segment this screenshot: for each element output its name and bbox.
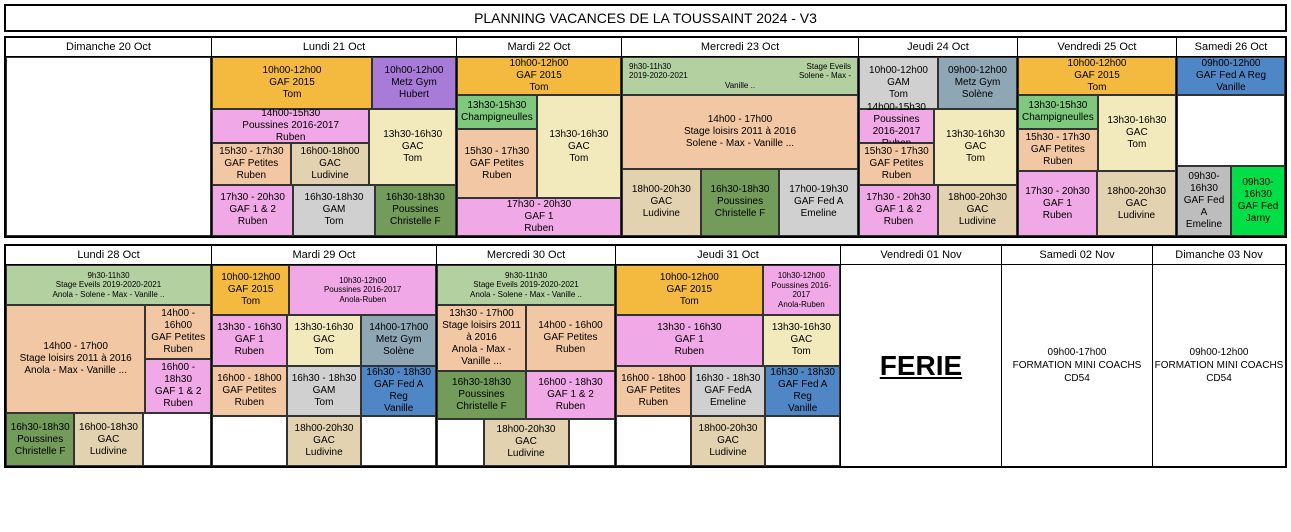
day-header: Jeudi 24 Oct <box>859 38 1017 57</box>
slot: 10h00-12h00GAF 2015Tom <box>1018 57 1176 95</box>
empty-cell <box>6 57 211 236</box>
slot: 17h00-19h30GAF Fed AEmeline <box>779 169 858 237</box>
slot: 16h00 - 18h00GAF PetitesRuben <box>616 366 691 416</box>
slot: 17h30 - 20h30GAF 1Ruben <box>1018 171 1097 236</box>
day-header: Mardi 22 Oct <box>457 38 621 57</box>
slot: 14h00-17h00Metz GymSolène <box>361 315 436 365</box>
empty-cell <box>437 419 484 467</box>
slot: 18h00-20h30GACLudivine <box>938 185 1017 237</box>
slot: 14h00 - 16h00GAF PetitesRuben <box>526 305 615 371</box>
day-header: Dimanche 20 Oct <box>6 38 211 57</box>
slot: 18h00-20h30GACLudivine <box>691 416 766 466</box>
formation-text: 09h00-17h00FORMATION MINI COACHSCD54 <box>1002 265 1152 466</box>
slot: 15h30 - 17h30GAF PetitesRuben <box>212 143 291 185</box>
day-header: Samedi 02 Nov <box>1002 246 1152 265</box>
slot: 18h00-20h30GACLudivine <box>622 169 701 237</box>
slot: 10h00-12h00Metz GymHubert <box>372 57 456 109</box>
slot: 13h30-16h30GACTom <box>369 109 456 185</box>
slot: 16h30-18h30PoussinesChristelle F <box>437 371 526 419</box>
slot: 15h30 - 17h30GAF PetitesRuben <box>859 143 934 185</box>
slot: 13h30-16h30GACTom <box>287 315 362 365</box>
day-header: Dimanche 03 Nov <box>1153 246 1285 265</box>
slot: 14h00-15h30Poussines 2016-2017Ruben <box>859 109 934 143</box>
slot: 09h00-12h00Metz GymSolène <box>938 57 1017 109</box>
slot: 13h30-15h30Champigneulles <box>1018 95 1098 129</box>
slot: 16h00 - 18h00GAF PetitesRuben <box>212 366 287 416</box>
slot: 09h30-16h30GAF FedJarny <box>1231 166 1285 237</box>
slot: 18h00-20h30GACLudivine <box>484 419 569 467</box>
slot: 13h30 - 16h30GAF 1Ruben <box>212 315 287 365</box>
slot: 9h30-11h30Stage Eveils2019-2020-2021Sole… <box>622 57 858 95</box>
empty-cell <box>143 413 211 466</box>
slot: 14h00 - 17h00Stage loisirs 2011 à 2016So… <box>622 95 858 169</box>
slot: 10h00-12h00GAF 2015Tom <box>616 265 763 315</box>
slot: 13h30-16h30GACTom <box>1098 95 1176 171</box>
day-header: Mercredi 23 Oct <box>622 38 858 57</box>
slot: 16h00-18h00GACLudivine <box>291 143 370 185</box>
slot: 10h00-12h00GAF 2015Tom <box>457 57 621 95</box>
page-title: PLANNING VACANCES DE LA TOUSSAINT 2024 -… <box>4 4 1287 32</box>
slot: 17h30 - 20h30GAF 1 & 2Ruben <box>212 185 293 237</box>
day-header: Lundi 21 Oct <box>212 38 456 57</box>
slot: 16h30 - 18h30GAF Fed A RegVanille <box>765 366 840 416</box>
slot: 16h30-18h30PoussinesChristelle F <box>6 413 74 466</box>
slot: 10h00-12h00GAF 2015Tom <box>212 57 372 109</box>
slot: 14h00-15h30Poussines 2016-2017Ruben <box>212 109 369 143</box>
slot: 18h00-20h30GACLudivine <box>1097 171 1176 236</box>
day-header: Mardi 29 Oct <box>212 246 436 265</box>
slot: 13h30-16h30GACTom <box>763 315 840 365</box>
slot: 10h30-12h00Poussines 2016-2017Anola-Rube… <box>289 265 436 315</box>
slot: 13h30-15h30Champigneulles <box>457 95 537 129</box>
slot: 16h30-18h30GAMTom <box>293 185 374 237</box>
empty-cell <box>765 416 840 466</box>
slot: 13h30 - 16h30GAF 1Ruben <box>616 315 763 365</box>
slot: 9h30-11h30Stage Eveils 2019-2020-2021Ano… <box>437 265 615 305</box>
day-header: Samedi 26 Oct <box>1177 38 1285 57</box>
slot: 9h30-11h30Stage Eveils 2019-2020-2021Ano… <box>6 265 211 305</box>
ferie-label: FERIE <box>841 265 1001 466</box>
slot: 16h30 - 18h30GAF FedAEmeline <box>691 366 766 416</box>
slot: 16h30-18h30PoussinesChristelle F <box>375 185 456 237</box>
slot: 17h30 - 20h30GAF 1 & 2Ruben <box>859 185 938 237</box>
day-header: Lundi 28 Oct <box>6 246 211 265</box>
day-header: Vendredi 25 Oct <box>1018 38 1176 57</box>
day-header: Vendredi 01 Nov <box>841 246 1001 265</box>
slot: 09h30-16h30GAF Fed AEmeline <box>1177 166 1231 237</box>
empty-cell <box>569 419 616 467</box>
slot: 13h30 - 17h00Stage loisirs 2011 à 2016An… <box>437 305 526 371</box>
empty-cell <box>616 416 691 466</box>
formation-text: 09h00-12h00FORMATION MINI COACHSCD54 <box>1153 265 1285 466</box>
slot: 10h00-12h00GAF 2015Tom <box>212 265 289 315</box>
slot: 16h00 - 18h30GAF 1 & 2Ruben <box>145 359 211 413</box>
empty-cell <box>212 416 287 466</box>
empty-cell <box>361 416 436 466</box>
slot: 17h30 - 20h30GAF 1Ruben <box>457 198 621 236</box>
slot: 13h30-16h30GACTom <box>934 109 1017 185</box>
day-header: Mercredi 30 Oct <box>437 246 615 265</box>
slot: 15h30 - 17h30GAF PetitesRuben <box>1018 129 1098 171</box>
slot: 16h30 - 18h30GAF Fed A RegVanille <box>361 366 436 416</box>
slot: 18h00-20h30GACLudivine <box>287 416 362 466</box>
slot: 16h00-18h30GACLudivine <box>74 413 142 466</box>
slot: 10h30-12h00Poussines 2016-2017Anola-Rube… <box>763 265 840 315</box>
week2-grid: Lundi 28 Oct 9h30-11h30Stage Eveils 2019… <box>4 244 1287 468</box>
day-header: Jeudi 31 Oct <box>616 246 840 265</box>
slot: 16h30 - 18h30GAMTom <box>287 366 362 416</box>
slot: 13h30-16h30GACTom <box>537 95 621 198</box>
week1-grid: Dimanche 20 Oct Lundi 21 Oct 10h00-12h00… <box>4 36 1287 238</box>
slot: 15h30 - 17h30GAF PetitesRuben <box>457 129 537 198</box>
slot: 14h00 - 17h00Stage loisirs 2011 à 2016An… <box>6 305 145 413</box>
empty-cell <box>1177 95 1285 166</box>
slot: 14h00 - 16h00GAF PetitesRuben <box>145 305 211 359</box>
slot: 16h30-18h30PoussinesChristelle F <box>701 169 780 237</box>
slot: 16h00 - 18h30GAF 1 & 2Ruben <box>526 371 615 419</box>
slot: 09h00-12h00GAF Fed A RegVanille <box>1177 57 1285 95</box>
